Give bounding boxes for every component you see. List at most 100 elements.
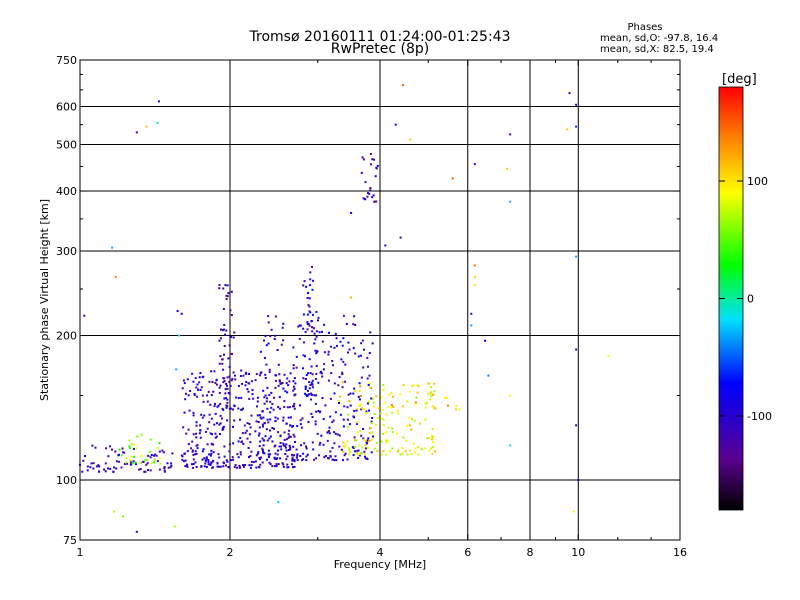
data-point xyxy=(91,444,94,447)
data-point xyxy=(355,439,358,442)
data-point xyxy=(230,352,233,355)
data-point xyxy=(201,416,204,419)
data-point xyxy=(216,422,218,425)
data-point xyxy=(506,167,509,170)
data-point xyxy=(418,422,421,425)
data-point xyxy=(228,407,231,410)
data-point xyxy=(356,431,359,434)
data-point xyxy=(186,465,189,468)
data-point xyxy=(170,462,173,465)
data-point xyxy=(232,458,235,461)
data-point xyxy=(260,417,263,420)
data-point xyxy=(410,428,413,431)
data-point xyxy=(219,414,222,417)
data-point xyxy=(424,406,427,409)
data-point xyxy=(190,463,193,466)
data-point xyxy=(282,444,285,447)
data-point xyxy=(225,298,228,300)
data-point xyxy=(339,340,342,343)
data-point xyxy=(218,287,221,290)
data-point xyxy=(353,387,356,390)
data-point xyxy=(204,462,207,465)
data-point xyxy=(434,450,437,453)
data-point xyxy=(180,312,183,315)
data-point xyxy=(244,431,247,434)
data-point xyxy=(357,449,360,452)
data-point xyxy=(353,315,356,318)
data-point xyxy=(432,393,435,396)
data-point xyxy=(365,441,368,444)
data-point xyxy=(206,427,209,430)
data-point xyxy=(222,381,225,384)
data-point xyxy=(318,454,320,457)
data-point xyxy=(254,430,257,433)
data-point xyxy=(187,443,190,446)
data-point xyxy=(315,372,318,375)
data-point xyxy=(195,432,197,435)
data-point xyxy=(317,319,319,322)
data-point xyxy=(360,342,363,345)
data-point xyxy=(219,384,222,387)
data-point xyxy=(331,360,334,362)
data-point xyxy=(310,320,313,323)
data-point xyxy=(227,466,230,468)
data-point xyxy=(370,163,372,166)
data-point xyxy=(210,370,213,373)
data-point xyxy=(304,392,306,395)
data-point xyxy=(364,181,367,184)
data-point xyxy=(406,400,409,403)
data-point xyxy=(358,390,361,392)
data-point xyxy=(308,284,311,287)
data-point xyxy=(274,379,277,382)
data-point xyxy=(342,450,345,453)
data-point xyxy=(473,283,476,286)
data-point xyxy=(328,331,330,334)
data-point xyxy=(123,463,126,465)
data-point xyxy=(148,450,151,453)
data-point xyxy=(206,400,209,403)
data-point xyxy=(362,158,365,161)
data-point xyxy=(216,461,219,464)
data-point xyxy=(228,344,231,347)
data-point xyxy=(118,460,121,463)
data-point xyxy=(426,401,428,404)
data-point xyxy=(366,439,369,442)
data-point xyxy=(166,462,169,465)
data-point xyxy=(293,377,296,380)
data-point xyxy=(390,404,393,406)
data-point xyxy=(226,376,229,379)
data-point xyxy=(371,431,374,434)
data-point xyxy=(114,275,117,278)
data-point xyxy=(248,373,250,375)
data-point xyxy=(294,441,296,443)
data-point xyxy=(317,410,320,412)
data-point xyxy=(140,433,143,436)
data-point xyxy=(249,455,252,458)
data-point xyxy=(120,454,123,457)
data-point xyxy=(98,470,100,473)
data-point xyxy=(445,397,448,400)
data-point xyxy=(291,463,293,466)
data-point xyxy=(221,417,223,420)
data-point xyxy=(191,372,194,375)
data-point xyxy=(356,450,359,452)
data-point xyxy=(473,163,476,166)
data-point xyxy=(310,393,313,396)
data-point xyxy=(245,429,248,432)
colorbar-tick-label: 0 xyxy=(747,293,754,306)
data-point xyxy=(248,397,251,400)
data-point xyxy=(362,366,365,369)
data-point xyxy=(319,371,322,374)
data-point xyxy=(368,431,371,434)
data-point xyxy=(133,455,136,458)
data-point xyxy=(365,412,367,414)
data-point xyxy=(342,360,345,363)
data-point xyxy=(125,457,128,460)
data-point xyxy=(125,461,128,464)
data-point xyxy=(342,445,345,448)
data-point xyxy=(294,393,297,396)
data-point xyxy=(328,426,331,429)
data-point xyxy=(380,453,383,456)
data-point xyxy=(390,392,393,395)
data-point xyxy=(222,408,225,411)
